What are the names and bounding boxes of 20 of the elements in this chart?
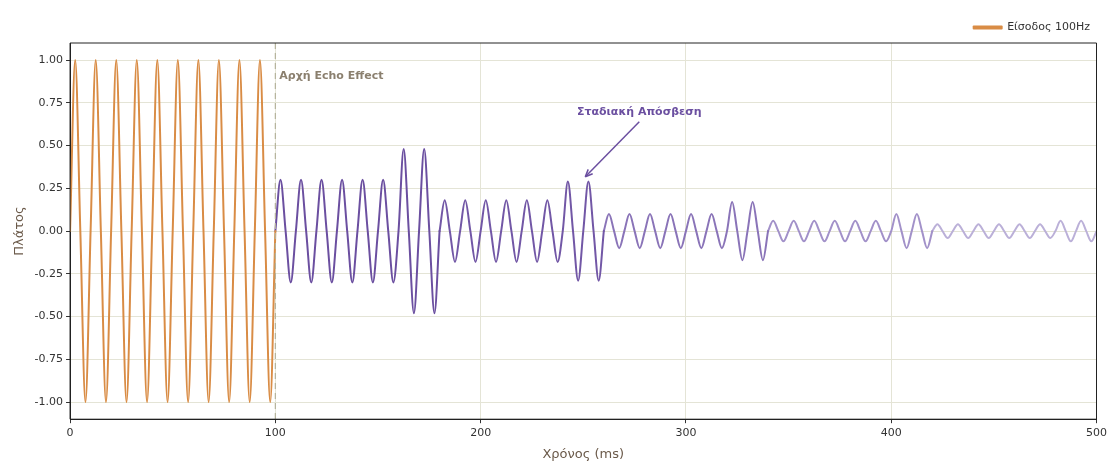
y-tick-label: -1.00 [34, 394, 64, 408]
y-tick-label: -0.50 [34, 309, 64, 323]
y-axis-title: Πλάτος [11, 206, 27, 256]
y-tick-label: -0.25 [34, 266, 64, 280]
y-tick-label: -0.75 [34, 352, 64, 366]
legend-label: Είσοδος 100Hz [1007, 20, 1091, 34]
x-tick-label: 300 [675, 425, 697, 439]
y-tick-label: 0.75 [38, 95, 64, 109]
x-tick-label: 200 [470, 425, 492, 439]
x-axis-title: Χρόνος (ms) [542, 445, 625, 461]
ref-line-label: Αρχή Echo Effect [279, 69, 384, 83]
annotation: Σταδιακή Απόσβεση [576, 105, 702, 119]
y-tick-label: 1.00 [38, 52, 64, 66]
x-tick-label: 0 [66, 425, 74, 439]
x-tick-label: 100 [264, 425, 286, 439]
y-tick-label: 0.25 [38, 181, 64, 195]
y-tick-label: 0.00 [38, 223, 64, 237]
y-tick-label: 0.50 [38, 138, 64, 152]
x-tick-label: 500 [1086, 425, 1107, 439]
x-tick-label: 400 [880, 425, 902, 439]
